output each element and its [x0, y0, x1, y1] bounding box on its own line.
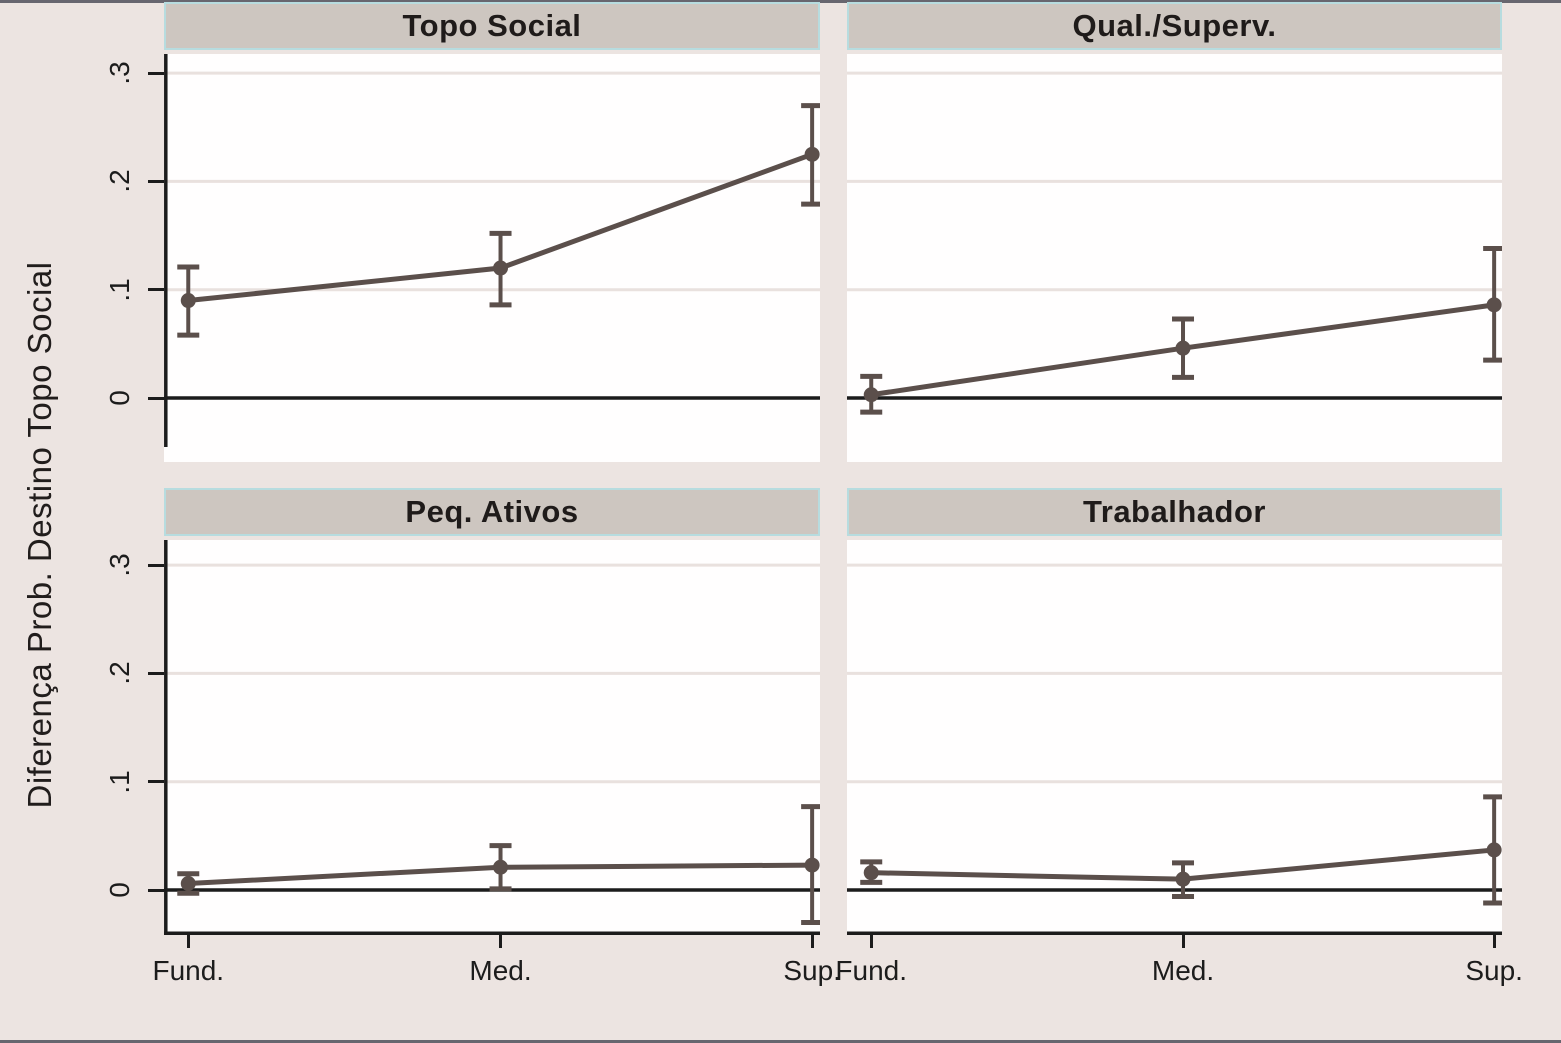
y-tick-mark [148, 179, 164, 183]
panel-title-banner: Peq. Ativos [164, 488, 820, 536]
x-tick-mark [186, 935, 190, 948]
top-edge-strip [0, 0, 1561, 3]
plot-area-trabalhador [847, 540, 1502, 935]
y-tick-mark [148, 671, 164, 675]
plot-area-topo-social [164, 54, 820, 462]
data-point-sup [1486, 842, 1502, 858]
y-tick-mark [148, 563, 164, 567]
panel-qual-superv: Qual./Superv. [847, 0, 1502, 1043]
y-tick-mark [148, 71, 164, 75]
data-point-fund [180, 876, 196, 892]
data-point-med [1175, 871, 1191, 887]
panel-title-banner: Qual./Superv. [847, 2, 1502, 50]
panel-title: Qual./Superv. [1072, 8, 1277, 43]
panel-trabalhador: Trabalhador [847, 0, 1502, 1043]
data-point-fund [863, 387, 879, 403]
panel-peq-ativos: Peq. Ativos [164, 0, 820, 1043]
y-axis-label: Diferença Prob. Destino Topo Social [21, 261, 58, 809]
chart-trabalhador [847, 563, 1502, 935]
x-tick-label-sup: Sup. [1465, 955, 1523, 986]
y-tick-mark [148, 396, 164, 400]
x-tick-label-fund: Fund. [152, 955, 225, 986]
chart-qual-superv [847, 71, 1502, 415]
x-tick-label-sup: Sup. [783, 955, 841, 986]
y-tick-label-: .1 [104, 278, 135, 302]
x-tick-mark [499, 935, 503, 948]
plot-area-qual-superv [847, 54, 1502, 462]
data-point-sup [1486, 297, 1502, 313]
y-tick-label-: .3 [104, 61, 135, 85]
data-point-sup [804, 146, 820, 162]
x-tick-mark [1492, 935, 1496, 948]
data-point-med [1175, 340, 1191, 356]
y-tick-label-: .3 [104, 553, 135, 577]
y-tick-mark [148, 288, 164, 292]
chart-topo-social [164, 54, 820, 447]
y-tick-mark [148, 780, 164, 784]
x-tick-label-fund: Fund. [835, 955, 908, 986]
panel-title: Peq. Ativos [405, 494, 579, 529]
y-tick-mark [148, 888, 164, 892]
x-tick-mark [869, 935, 873, 948]
data-point-med [493, 260, 509, 276]
x-tick-label-med: Med. [1151, 955, 1215, 986]
y-tick-label-: 0 [104, 882, 135, 898]
plot-area-peq-ativos [164, 540, 820, 935]
panel-title: Topo Social [402, 8, 582, 43]
data-point-fund [180, 293, 196, 309]
y-tick-label-: .2 [104, 169, 135, 194]
x-tick-mark [1181, 935, 1185, 948]
panel-title-banner: Topo Social [164, 2, 820, 50]
panel-topo-social: Topo Social [164, 0, 820, 1043]
y-tick-label-: 0 [104, 390, 135, 406]
x-tick-mark [810, 935, 814, 948]
chart-peq-ativos [164, 540, 820, 935]
data-point-fund [863, 865, 879, 881]
y-tick-label-: .2 [104, 661, 135, 686]
y-tick-label-: .1 [104, 770, 135, 794]
panel-title: Trabalhador [1083, 494, 1266, 529]
bottom-edge-strip [0, 1040, 1561, 1043]
panel-title-banner: Trabalhador [847, 488, 1502, 536]
x-tick-label-med: Med. [469, 955, 532, 986]
data-point-sup [804, 857, 820, 873]
data-point-med [493, 859, 509, 875]
